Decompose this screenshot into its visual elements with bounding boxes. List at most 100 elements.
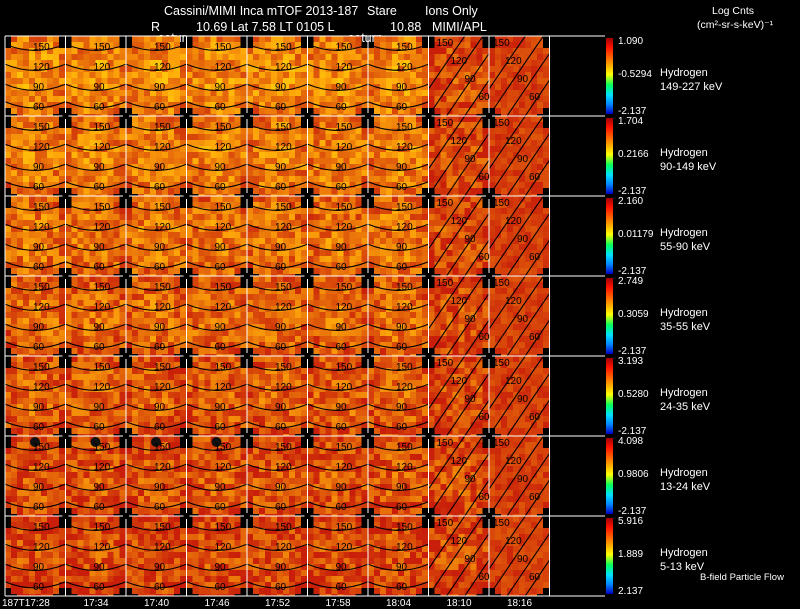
contour-line	[464, 79, 489, 116]
contour-line	[247, 143, 308, 151]
contour-line	[506, 532, 550, 596]
contour-line	[307, 403, 368, 411]
contour-line	[428, 196, 484, 276]
grid-marker	[244, 433, 250, 439]
contour-line	[428, 356, 466, 411]
contour-label: 60	[93, 342, 105, 353]
image-cell	[186, 276, 247, 356]
image-cell	[5, 276, 66, 356]
contour-line	[5, 581, 66, 589]
contour-line	[126, 543, 187, 551]
grid-marker	[304, 193, 311, 199]
energy-range-label: 55-90 keV	[660, 241, 711, 253]
contour-label: 90	[335, 562, 347, 573]
image-cell	[65, 436, 126, 516]
energy-channel-label: Hydrogen 90-149 keV	[660, 146, 716, 174]
contour-label: 90	[33, 402, 45, 413]
saturn-spot	[151, 437, 161, 447]
contour-line	[524, 159, 550, 196]
contour-label: 150	[436, 118, 454, 129]
image-cell	[5, 36, 66, 116]
contour-label: 120	[450, 376, 468, 387]
grid-marker	[123, 433, 129, 439]
contour-label: 120	[275, 302, 292, 313]
contour-line	[368, 261, 429, 269]
contour-label: 60	[154, 582, 166, 593]
contour-label: 90	[335, 82, 347, 93]
contour-label: 120	[335, 542, 353, 553]
energy-channel-label: Hydrogen 13-24 keV	[660, 466, 710, 494]
contour-label: 90	[93, 562, 105, 573]
contour-line	[368, 443, 429, 451]
contour-line	[126, 363, 187, 371]
contour-label: 120	[396, 62, 413, 73]
contour-line	[186, 463, 247, 471]
contour-line	[126, 83, 187, 91]
contour-line	[428, 436, 466, 491]
contour-line	[126, 443, 187, 451]
grid-marker	[425, 353, 432, 359]
contour-line	[65, 523, 126, 531]
image-cell	[368, 356, 429, 436]
contour-line	[126, 483, 187, 491]
contour-line	[5, 43, 66, 51]
grid-marker	[244, 273, 250, 279]
contour-label: 90	[275, 482, 287, 493]
grid-marker	[304, 513, 311, 519]
contour-label: 60	[478, 92, 490, 103]
contour-line	[186, 443, 247, 451]
contour-line	[126, 203, 187, 211]
contour-label: 60	[529, 572, 541, 583]
contour-line	[5, 283, 66, 291]
contour-line	[5, 143, 66, 151]
contour-label: 120	[275, 62, 292, 73]
contour-label: 60	[214, 182, 226, 193]
contour-line	[307, 581, 368, 589]
grid-marker	[244, 113, 250, 119]
time-label: 17:46	[204, 598, 230, 609]
contour-line	[464, 319, 489, 356]
colorbar-mid: 0.01179	[618, 229, 654, 240]
contour-line	[368, 421, 429, 429]
contour-label: 120	[396, 302, 413, 313]
contour-label: 150	[33, 522, 50, 533]
contour-label: 90	[33, 562, 45, 573]
contour-label: 60	[214, 502, 226, 513]
contour-line	[489, 516, 526, 571]
units-label: (cm²-sr-s-keV)⁻¹	[697, 19, 774, 31]
contour-line	[524, 559, 550, 596]
contour-label: 120	[335, 142, 353, 153]
grid-marker	[123, 193, 129, 199]
grid-marker	[425, 113, 432, 119]
contour-label: 120	[505, 296, 522, 307]
image-cell	[247, 196, 308, 276]
contour-line	[186, 181, 247, 189]
grid-marker	[486, 433, 492, 439]
image-cell	[428, 196, 489, 276]
contour-line	[506, 132, 550, 196]
colorbar-mid: 0.5280	[618, 389, 649, 400]
contour-line	[307, 143, 368, 151]
contour-line	[186, 123, 247, 131]
contour-line	[126, 181, 187, 189]
contour-line	[186, 83, 247, 91]
contour-line	[428, 36, 484, 116]
contour-line	[126, 283, 187, 291]
image-cell	[307, 356, 368, 436]
contour-label: 120	[275, 382, 292, 393]
contour-line	[65, 181, 126, 189]
contour-label: 150	[275, 522, 292, 533]
colorbar-max: 4.098	[618, 436, 644, 447]
contour-label: 60	[396, 502, 408, 513]
contour-label: 150	[396, 42, 413, 53]
contour-line	[5, 341, 66, 349]
grid-marker	[62, 113, 69, 119]
contour-line	[186, 563, 247, 571]
contour-label: 120	[275, 462, 292, 473]
contour-line	[65, 243, 126, 251]
contour-line	[489, 196, 526, 251]
contour-line	[186, 261, 247, 269]
contour-line	[368, 303, 429, 311]
contour-label: 90	[214, 82, 226, 93]
contour-line	[307, 483, 368, 491]
